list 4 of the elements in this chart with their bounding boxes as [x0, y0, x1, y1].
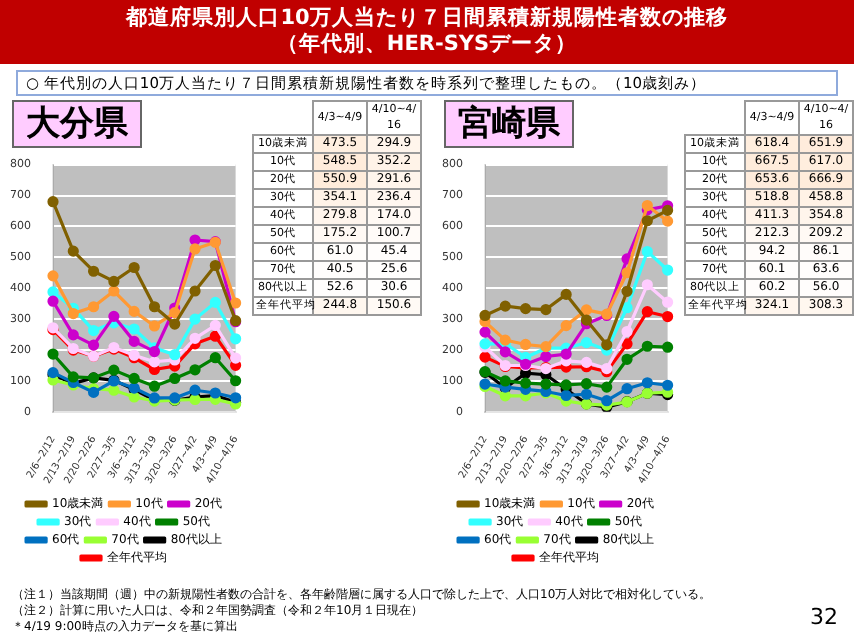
chart-title: 宮崎県	[444, 100, 574, 148]
chart-title: 大分県	[12, 100, 142, 148]
text: 32	[810, 604, 838, 630]
text: 都道府県別人口10万人当たり７日間累積新規陽性者数の推移（年代別、HER-SYSデータ）	[123, 6, 730, 58]
